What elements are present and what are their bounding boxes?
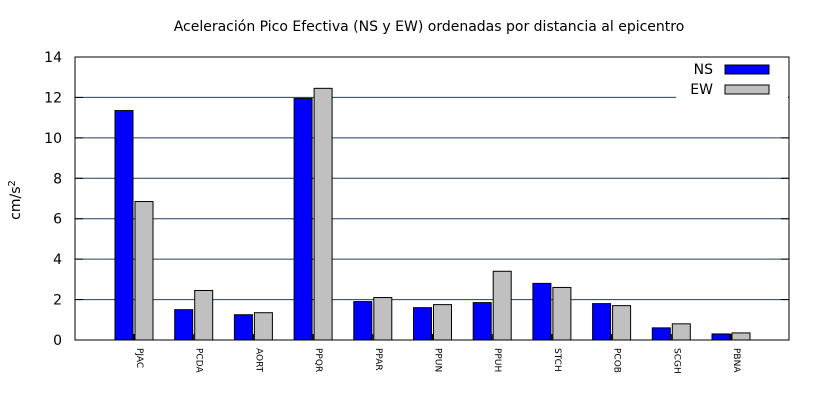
bar-ew-stch: [552, 286, 572, 341]
x-tick-label: PPAR: [373, 348, 383, 371]
bar-ns-pbna: [711, 333, 731, 341]
legend: NS EW: [676, 58, 788, 98]
y-tick-label: 4: [53, 252, 62, 268]
bar-ew-pbna: [731, 332, 751, 341]
x-tick-label: PPUH: [492, 348, 502, 372]
bar-ns-ppun: [413, 307, 432, 341]
x-tick-label: PPQR: [313, 348, 323, 372]
bar-ns-stch: [532, 282, 552, 341]
plot-area-frame: [74, 56, 790, 341]
bar-ew-scgh: [671, 323, 691, 341]
x-tick-label: PCDA: [194, 348, 204, 373]
legend-label-ew: EW: [690, 82, 713, 98]
y-tick-label: 14: [44, 50, 62, 66]
bar-ns-scgh: [651, 327, 671, 341]
bar-ew-ppun: [433, 304, 452, 341]
y-tick-label: 8: [53, 171, 62, 187]
x-tick-label: PJAC: [134, 348, 144, 368]
bar-ew-pcda: [194, 289, 214, 341]
x-tick-label: AORT: [253, 348, 263, 373]
y-tick-label: 0: [53, 333, 62, 349]
bar-ns-pcob: [592, 303, 612, 341]
bar-ew-aort: [253, 312, 273, 341]
x-axis-ticks: PJAC PCDA AORT PPQR PPAR PPUN PPUH STCH PCOB SCGH…: [133, 334, 741, 374]
y-tick-label: 2: [53, 293, 62, 309]
legend-label-ns: NS: [694, 62, 713, 78]
bar-ns-pcda: [174, 309, 194, 341]
gridlines: [75, 96, 789, 301]
bar-ns-ppuh: [472, 302, 492, 341]
bar-ew-pjac: [134, 201, 154, 341]
y-tick-label: 12: [44, 90, 62, 106]
x-tick-label: STCH: [552, 348, 562, 372]
x-tick-label: PPUN: [433, 348, 443, 372]
bar-ns-pjac: [114, 110, 134, 341]
y-tick-label: 6: [53, 212, 62, 228]
bar-ew-pcob: [612, 305, 632, 341]
y-tick-label: 10: [44, 131, 62, 147]
chart-title: Aceleración Pico Efectiva (NS y EW) orde…: [174, 19, 685, 35]
bar-ew-ppuh: [492, 270, 512, 341]
x-tick-label: PCOB: [612, 348, 622, 373]
x-tick-label: SCGH: [671, 348, 681, 374]
bars: [114, 87, 751, 341]
bar-ns-ppqr: [293, 97, 313, 341]
x-tick-label: PBNA: [731, 348, 741, 373]
y-axis-label: cm/s2: [7, 180, 24, 220]
bar-ew-ppar: [373, 297, 393, 341]
bar-ns-aort: [233, 314, 253, 341]
legend-swatch-ns: [724, 64, 770, 75]
bar-ew-ppqr: [313, 87, 333, 341]
legend-swatch-ew: [724, 84, 770, 95]
bar-ns-ppar: [353, 301, 373, 341]
